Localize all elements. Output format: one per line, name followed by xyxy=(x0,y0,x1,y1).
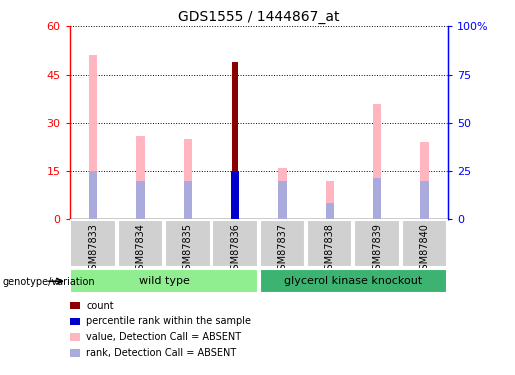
Text: GSM87833: GSM87833 xyxy=(88,223,98,276)
Text: genotype/variation: genotype/variation xyxy=(3,278,95,287)
Bar xyxy=(420,181,428,219)
Text: GSM87838: GSM87838 xyxy=(325,223,335,276)
Text: wild type: wild type xyxy=(139,276,190,286)
Text: percentile rank within the sample: percentile rank within the sample xyxy=(86,316,251,326)
Title: GDS1555 / 1444867_at: GDS1555 / 1444867_at xyxy=(178,10,339,24)
Bar xyxy=(260,220,305,267)
Bar xyxy=(420,142,428,219)
Bar xyxy=(325,203,334,219)
Bar xyxy=(89,55,97,219)
Bar xyxy=(71,220,116,267)
Text: GSM87835: GSM87835 xyxy=(183,223,193,276)
Bar xyxy=(354,220,400,267)
Bar xyxy=(373,104,381,219)
Bar xyxy=(89,171,97,219)
Bar xyxy=(183,139,192,219)
Bar xyxy=(118,220,163,267)
Bar xyxy=(71,269,258,293)
Bar xyxy=(307,220,352,267)
Text: count: count xyxy=(86,301,114,310)
Bar xyxy=(260,269,447,293)
Bar xyxy=(232,62,238,219)
Text: glycerol kinase knockout: glycerol kinase knockout xyxy=(284,276,422,286)
Text: GSM87840: GSM87840 xyxy=(419,223,430,276)
Text: rank, Detection Call = ABSENT: rank, Detection Call = ABSENT xyxy=(86,348,236,358)
Text: value, Detection Call = ABSENT: value, Detection Call = ABSENT xyxy=(86,332,241,342)
Text: GSM87834: GSM87834 xyxy=(135,223,146,276)
Bar xyxy=(278,181,287,219)
Bar xyxy=(136,136,145,219)
Bar xyxy=(325,181,334,219)
Bar xyxy=(402,220,447,267)
Bar xyxy=(212,220,258,267)
Bar xyxy=(373,177,381,219)
Bar xyxy=(136,181,145,219)
Text: GSM87836: GSM87836 xyxy=(230,223,240,276)
Bar xyxy=(278,168,287,219)
Bar xyxy=(183,181,192,219)
Text: GSM87837: GSM87837 xyxy=(278,223,287,276)
Bar xyxy=(231,171,239,219)
Text: GSM87839: GSM87839 xyxy=(372,223,382,276)
Bar xyxy=(165,220,211,267)
